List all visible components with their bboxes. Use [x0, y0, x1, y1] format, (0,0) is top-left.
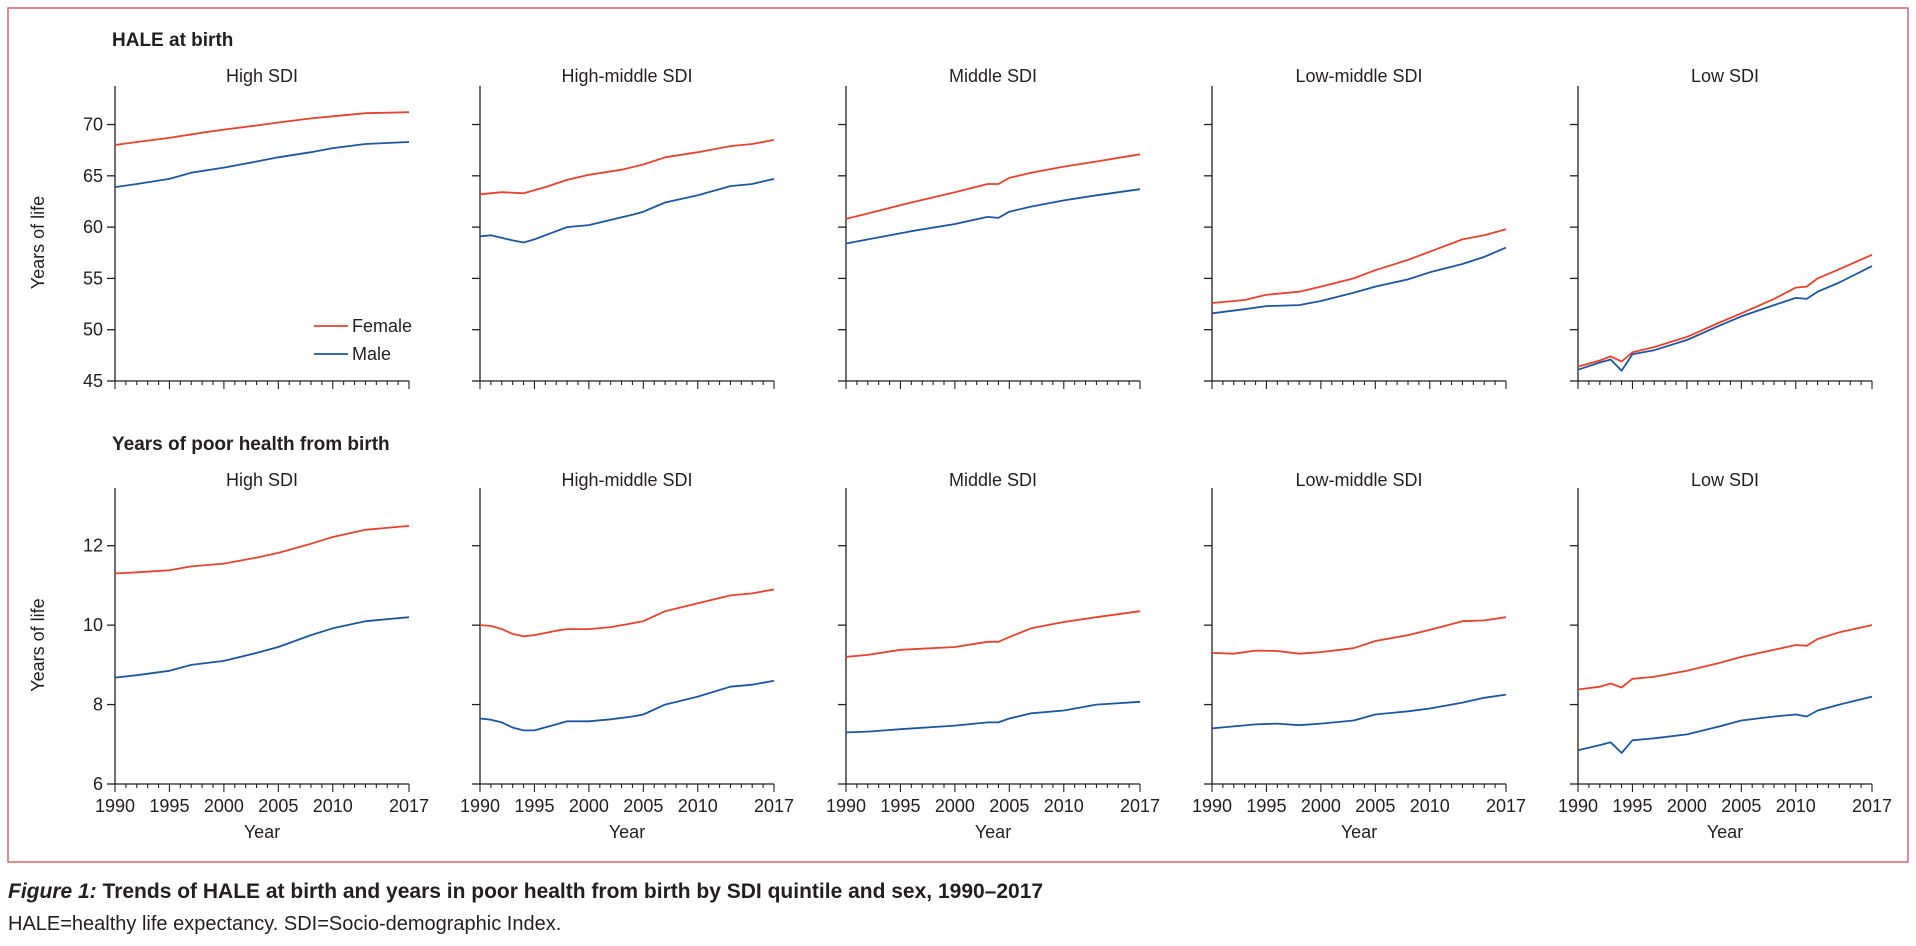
y-axis-label: Years of life	[28, 196, 48, 289]
x-tick-label: 1995	[514, 796, 554, 816]
panel-title: High-middle SDI	[561, 470, 692, 490]
x-tick-label: 2010	[313, 796, 353, 816]
x-tick-label: 2017	[1120, 796, 1160, 816]
y-tick-label: 8	[93, 695, 103, 715]
y-tick-label: 45	[83, 371, 103, 391]
panel-title: Middle SDI	[949, 66, 1037, 86]
x-tick-label: 2010	[678, 796, 718, 816]
x-tick-label: 1990	[95, 796, 135, 816]
y-tick-label: 6	[93, 774, 103, 794]
x-tick-label: 2017	[1852, 796, 1892, 816]
panel-1-1: High-middle SDI 1990 1995 2000 2005 2010 2017 Y…	[460, 470, 794, 842]
series-line-male	[1211, 246, 1507, 315]
y-tick-label: 60	[83, 217, 103, 237]
x-tick-label: 2005	[1355, 796, 1395, 816]
series-line-female	[114, 525, 410, 575]
series-line-female	[845, 153, 1141, 220]
x-tick-label: 2000	[1667, 796, 1707, 816]
panel-1-0: High SDI 6 8 10 12 1990 1995 2000 2005 2010 2017 Ye…	[83, 470, 429, 842]
x-tick-label: 1990	[826, 796, 866, 816]
panel-title: High-middle SDI	[561, 66, 692, 86]
legend-label-male: Male	[352, 344, 391, 364]
caption-label: Figure 1:	[8, 880, 97, 903]
caption-title: Trends of HALE at birth and years in poo…	[96, 880, 1044, 903]
series-line-male	[114, 616, 410, 679]
x-tick-label: 2005	[1721, 796, 1761, 816]
y-tick-label: 55	[83, 268, 103, 288]
panel-0-2: Middle SDI	[838, 66, 1141, 389]
panel-title: Low SDI	[1691, 470, 1759, 490]
x-axis-label: Year	[975, 822, 1011, 842]
x-tick-label: 1995	[1612, 796, 1652, 816]
x-tick-label: 1990	[460, 796, 500, 816]
row-title: Years of poor health from birth	[112, 434, 390, 455]
x-axis-label: Year	[244, 822, 280, 842]
series-line-male	[1577, 695, 1873, 754]
x-tick-label: 2010	[1044, 796, 1084, 816]
small-multiples-chart: HALE at birth Years of life High SDI 45 50 55…	[28, 30, 1892, 842]
legend-label-female: Female	[352, 316, 412, 336]
series-line-female	[114, 111, 410, 146]
x-tick-label: 2017	[389, 796, 429, 816]
x-axis-label: Year	[609, 822, 645, 842]
series-line-male	[1211, 693, 1507, 730]
panel-1-4: Low SDI 1990 1995 2000 2005 2010 2017 Year	[1558, 470, 1892, 842]
panel-0-0: High SDI 45 50 55 60 65 70 Female Male	[83, 66, 412, 391]
panel-title: High SDI	[226, 470, 298, 490]
panel-title: Low-middle SDI	[1295, 470, 1422, 490]
x-tick-label: 2017	[1486, 796, 1526, 816]
x-axis-label: Year	[1707, 822, 1743, 842]
x-tick-label: 2005	[989, 796, 1029, 816]
y-tick-label: 70	[83, 115, 103, 135]
x-tick-label: 1990	[1558, 796, 1598, 816]
panel-1-3: Low-middle SDI 1990 1995 2000 2005 2010 2017 Ye…	[1192, 470, 1526, 842]
series-line-female	[479, 588, 775, 638]
x-tick-label: 2000	[204, 796, 244, 816]
x-tick-label: 1995	[149, 796, 189, 816]
panel-0-1: High-middle SDI	[472, 66, 775, 389]
y-tick-label: 65	[83, 166, 103, 186]
series-line-male	[845, 188, 1141, 245]
series-line-male	[845, 700, 1141, 734]
figure-canvas: HALE at birth Years of life High SDI 45 50 55…	[7, 7, 1909, 863]
x-tick-label: 2005	[258, 796, 298, 816]
x-tick-label: 2000	[935, 796, 975, 816]
panel-title: High SDI	[226, 66, 298, 86]
caption-note: HALE=healthy life expectancy. SDI=Socio-…	[8, 913, 562, 935]
series-line-male	[479, 679, 775, 732]
x-axis-label: Year	[1341, 822, 1377, 842]
x-tick-label: 2000	[1301, 796, 1341, 816]
x-tick-label: 2017	[754, 796, 794, 816]
x-tick-label: 2010	[1410, 796, 1450, 816]
panel-title: Low SDI	[1691, 66, 1759, 86]
series-line-female	[1211, 616, 1507, 655]
x-tick-label: 2000	[569, 796, 609, 816]
y-tick-label: 12	[83, 536, 103, 556]
x-tick-label: 1990	[1192, 796, 1232, 816]
y-axis-label: Years of life	[28, 598, 48, 691]
panel-title: Middle SDI	[949, 470, 1037, 490]
panel-1-2: Middle SDI 1990 1995 2000 2005 2010 2017 Year	[826, 470, 1160, 842]
series-line-female	[1211, 228, 1507, 304]
figure-frame	[7, 7, 1909, 863]
x-tick-label: 2010	[1776, 796, 1816, 816]
x-tick-label: 2005	[623, 796, 663, 816]
series-line-female	[1577, 253, 1873, 368]
row-title: HALE at birth	[112, 30, 233, 51]
y-tick-label: 50	[83, 320, 103, 340]
x-tick-label: 1995	[1246, 796, 1286, 816]
x-tick-label: 1995	[880, 796, 920, 816]
series-line-female	[479, 139, 775, 196]
series-line-female	[845, 610, 1141, 658]
panel-0-4: Low SDI	[1570, 66, 1873, 389]
panel-0-3: Low-middle SDI	[1204, 66, 1507, 389]
series-line-male	[114, 141, 410, 188]
series-line-male	[1577, 265, 1873, 372]
series-line-female	[1577, 624, 1873, 691]
series-line-male	[479, 178, 775, 244]
y-tick-label: 10	[83, 615, 103, 635]
figure-caption: Figure 1: Trends of HALE at birth and ye…	[8, 880, 1043, 904]
panel-title: Low-middle SDI	[1295, 66, 1422, 86]
